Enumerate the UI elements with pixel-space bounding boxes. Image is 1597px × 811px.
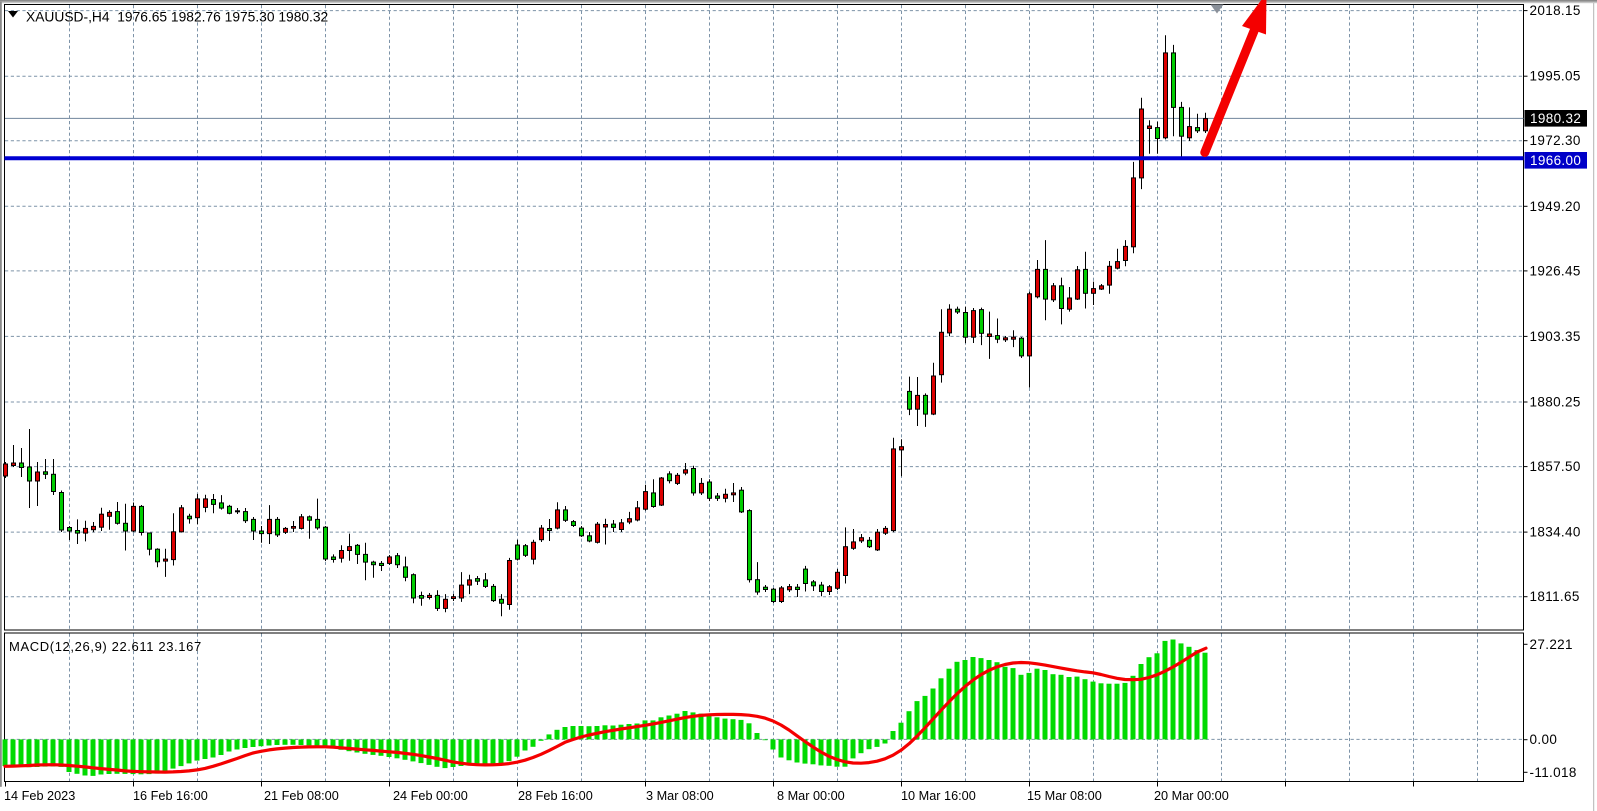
svg-text:1980.32: 1980.32 <box>1530 111 1581 126</box>
svg-text:16 Feb 16:00: 16 Feb 16:00 <box>133 789 208 803</box>
svg-text:1966.00: 1966.00 <box>1530 153 1581 168</box>
svg-text:1857.50: 1857.50 <box>1530 459 1581 474</box>
svg-text:2018.15: 2018.15 <box>1530 3 1581 18</box>
svg-text:-11.018: -11.018 <box>1530 765 1577 780</box>
svg-text:1926.45: 1926.45 <box>1530 263 1581 278</box>
svg-text:10 Mar 16:00: 10 Mar 16:00 <box>901 789 976 803</box>
svg-text:27.221: 27.221 <box>1530 637 1573 652</box>
svg-text:XAUUSD-,H4 1976.65 1982.76 19: XAUUSD-,H4 1976.65 1982.76 1975.30 1980.… <box>26 10 328 25</box>
svg-text:1880.25: 1880.25 <box>1530 395 1581 410</box>
svg-text:1949.20: 1949.20 <box>1530 199 1581 214</box>
svg-text:8 Mar 00:00: 8 Mar 00:00 <box>777 789 845 803</box>
svg-text:3 Mar 08:00: 3 Mar 08:00 <box>646 789 714 803</box>
svg-text:MACD(12,26,9) 22.611 23.167: MACD(12,26,9) 22.611 23.167 <box>9 639 202 654</box>
svg-text:1834.40: 1834.40 <box>1530 525 1581 540</box>
svg-text:1903.35: 1903.35 <box>1530 329 1581 344</box>
svg-text:15 Mar 08:00: 15 Mar 08:00 <box>1027 789 1102 803</box>
svg-text:1972.30: 1972.30 <box>1530 133 1581 148</box>
svg-text:1811.65: 1811.65 <box>1530 589 1580 604</box>
svg-text:0.00: 0.00 <box>1530 732 1558 747</box>
svg-text:1995.05: 1995.05 <box>1530 69 1581 84</box>
svg-text:21 Feb 08:00: 21 Feb 08:00 <box>264 789 339 803</box>
svg-text:28 Feb 16:00: 28 Feb 16:00 <box>518 789 593 803</box>
svg-text:24 Feb 00:00: 24 Feb 00:00 <box>393 789 468 803</box>
svg-text:14 Feb 2023: 14 Feb 2023 <box>4 789 75 803</box>
svg-text:20 Mar 00:00: 20 Mar 00:00 <box>1154 789 1229 803</box>
